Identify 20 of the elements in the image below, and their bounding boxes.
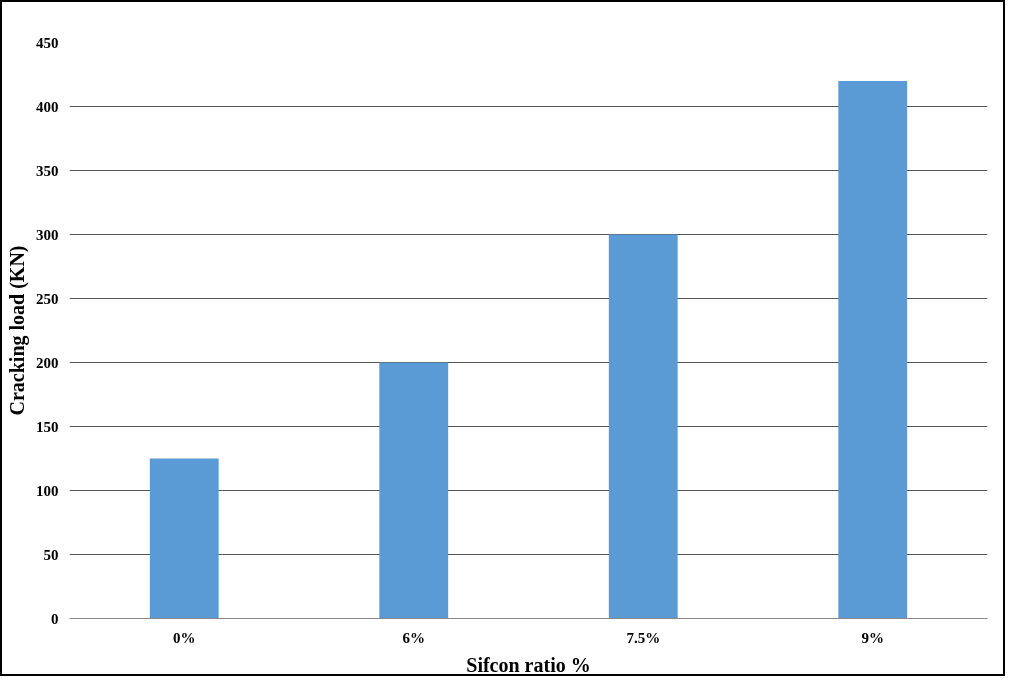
bar (149, 458, 219, 619)
y-tick-label: 50 (43, 546, 59, 563)
x-tick-label: 7.5% (626, 629, 661, 646)
y-tick-label: 400 (36, 98, 59, 115)
y-tick-label: 150 (36, 418, 59, 435)
x-tick-label: 0% (173, 629, 196, 646)
y-tick-label: 350 (36, 162, 59, 179)
y-tick-label: 200 (36, 354, 59, 371)
x-tick-label: 9% (861, 629, 884, 646)
y-tick-label: 450 (36, 34, 59, 51)
y-axis-title: Cracking load (KN) (6, 245, 29, 416)
bar (608, 234, 678, 619)
y-tick-label: 250 (36, 290, 59, 307)
x-tick-label: 6% (402, 629, 425, 646)
y-tick-label: 100 (36, 482, 59, 499)
bar (838, 80, 908, 619)
y-tick-label: 0 (51, 610, 59, 627)
x-axis-title: Sifcon ratio % (466, 653, 591, 676)
bar (379, 362, 449, 619)
y-tick-label: 300 (36, 226, 59, 243)
